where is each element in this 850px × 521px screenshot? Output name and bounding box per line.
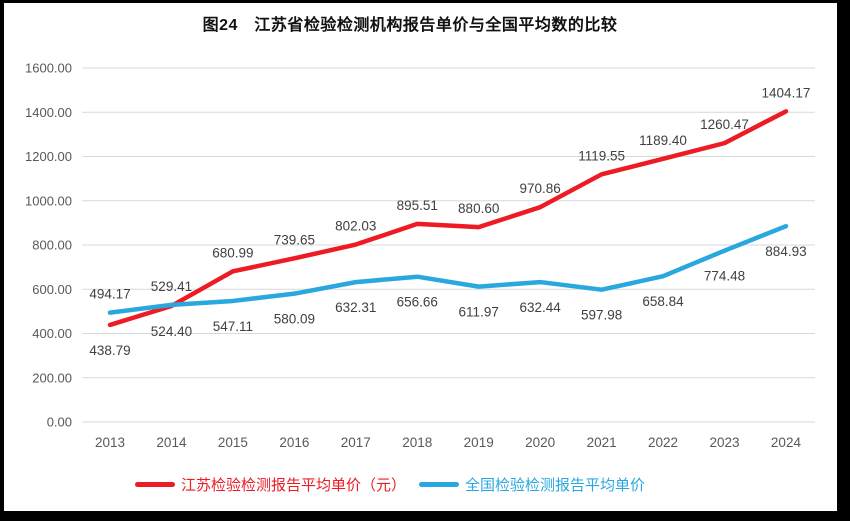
x-axis-tick-label: 2021 <box>587 435 617 450</box>
data-label: 524.40 <box>151 324 192 339</box>
y-axis-tick-label: 1000.00 <box>25 193 72 208</box>
data-label: 884.93 <box>765 244 806 259</box>
data-label: 438.79 <box>89 343 130 358</box>
legend-label-national: 全国检验检测报告平均单价 <box>465 476 646 494</box>
data-label: 656.66 <box>397 295 438 310</box>
y-axis-tick-label: 600.00 <box>32 282 72 297</box>
x-axis-tick-label: 2020 <box>525 435 555 450</box>
data-label: 895.51 <box>397 198 438 213</box>
data-label: 802.03 <box>335 219 376 234</box>
x-axis-tick-label: 2015 <box>218 435 248 450</box>
data-label: 880.60 <box>458 201 499 216</box>
data-label: 580.09 <box>274 312 315 327</box>
data-label: 597.98 <box>581 308 622 323</box>
chart-legend: 江苏检验检测报告平均单价（元） 全国检验检测报告平均单价 <box>0 471 850 497</box>
data-label: 1404.17 <box>762 85 811 100</box>
data-label: 774.48 <box>704 269 745 284</box>
x-axis-tick-label: 2023 <box>709 435 739 450</box>
legend-swatch-jiangsu-line <box>134 481 175 487</box>
legend-label-jiangsu: 江苏检验检测报告平均单价（元） <box>180 476 406 494</box>
data-label: 529.41 <box>151 279 192 294</box>
data-label: 680.99 <box>212 245 253 260</box>
y-axis-tick-label: 400.00 <box>32 326 72 341</box>
legend-item-jiangsu: 江苏检验检测报告平均单价（元） <box>134 474 406 495</box>
data-label: 1119.55 <box>578 148 625 163</box>
x-axis-tick-label: 2019 <box>464 435 494 450</box>
y-axis-tick-label: 200.00 <box>32 370 72 385</box>
x-axis-tick-label: 2022 <box>648 435 678 450</box>
y-axis-tick-label: 1600.00 <box>25 61 72 76</box>
y-axis-tick-label: 1200.00 <box>25 149 72 164</box>
data-label: 611.97 <box>459 305 499 320</box>
x-axis-tick-label: 2024 <box>771 435 802 450</box>
y-axis-tick-label: 0.00 <box>47 415 72 430</box>
data-label: 632.44 <box>520 300 562 315</box>
data-label: 1260.47 <box>700 117 749 132</box>
data-label: 970.86 <box>520 181 561 196</box>
x-axis-tick-label: 2017 <box>341 435 371 450</box>
series-line-national <box>107 223 789 315</box>
legend-item-national: 全国检验检测报告平均单价 <box>419 474 645 495</box>
legend-swatch-national-line <box>419 481 459 487</box>
data-label: 658.84 <box>642 294 684 309</box>
data-label: 739.65 <box>274 232 315 247</box>
x-axis-tick-label: 2018 <box>402 435 432 450</box>
data-label: 494.17 <box>89 287 130 302</box>
x-axis-tick-label: 2014 <box>156 435 187 450</box>
data-label: 547.11 <box>213 319 253 334</box>
y-axis-tick-label: 800.00 <box>32 238 72 253</box>
y-axis-tick-label: 1400.00 <box>25 105 72 120</box>
series-line-jiangsu <box>107 109 789 328</box>
data-label: 1189.40 <box>639 133 687 148</box>
chart-title: 图24 江苏省检验检测机构报告单价与全国平均数的比较 <box>202 17 618 34</box>
x-axis-tick-label: 2016 <box>279 435 309 450</box>
data-label: 632.31 <box>335 300 376 315</box>
x-axis-tick-label: 2013 <box>95 435 125 450</box>
